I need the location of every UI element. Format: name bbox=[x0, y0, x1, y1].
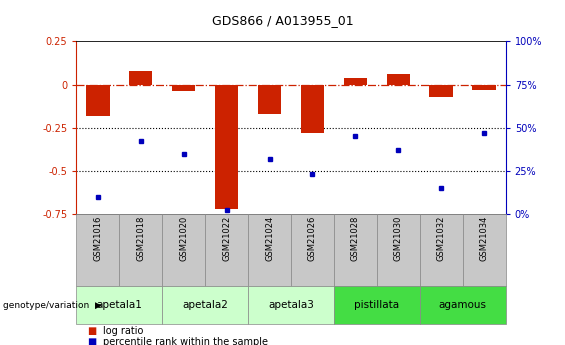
Bar bbox=[377, 214, 420, 286]
Bar bbox=[86, 85, 110, 116]
Bar bbox=[162, 214, 205, 286]
Text: ■: ■ bbox=[88, 337, 97, 345]
Bar bbox=[334, 214, 377, 286]
Text: GSM21018: GSM21018 bbox=[136, 216, 145, 262]
Text: apetala3: apetala3 bbox=[268, 300, 314, 310]
Text: percentile rank within the sample: percentile rank within the sample bbox=[103, 337, 268, 345]
Bar bbox=[463, 214, 506, 286]
Text: GSM21034: GSM21034 bbox=[480, 216, 489, 262]
Text: GSM21022: GSM21022 bbox=[222, 216, 231, 261]
Bar bbox=[420, 214, 463, 286]
Bar bbox=[248, 214, 291, 286]
Bar bbox=[76, 214, 119, 286]
Bar bbox=[119, 214, 162, 286]
Bar bbox=[420, 286, 506, 324]
Text: GSM21024: GSM21024 bbox=[265, 216, 274, 261]
Text: GSM21016: GSM21016 bbox=[93, 216, 102, 262]
Bar bbox=[215, 85, 238, 209]
Bar bbox=[172, 85, 195, 91]
Bar bbox=[162, 286, 248, 324]
Text: log ratio: log ratio bbox=[103, 326, 144, 335]
Text: GDS866 / A013955_01: GDS866 / A013955_01 bbox=[212, 14, 353, 27]
Bar bbox=[291, 214, 334, 286]
Text: genotype/variation  ▶: genotype/variation ▶ bbox=[3, 301, 102, 310]
Bar bbox=[472, 85, 496, 90]
Bar bbox=[129, 71, 153, 85]
Text: GSM21030: GSM21030 bbox=[394, 216, 403, 262]
Bar bbox=[386, 74, 410, 85]
Text: GSM21020: GSM21020 bbox=[179, 216, 188, 261]
Text: GSM21028: GSM21028 bbox=[351, 216, 360, 262]
Bar bbox=[76, 286, 162, 324]
Bar bbox=[258, 85, 281, 114]
Text: agamous: agamous bbox=[439, 300, 486, 310]
Bar bbox=[301, 85, 324, 133]
Text: ■: ■ bbox=[88, 326, 97, 335]
Text: apetala2: apetala2 bbox=[182, 300, 228, 310]
Bar bbox=[205, 214, 248, 286]
Text: apetala1: apetala1 bbox=[96, 300, 142, 310]
Bar bbox=[334, 286, 420, 324]
Bar bbox=[344, 78, 367, 85]
Bar bbox=[429, 85, 453, 97]
Text: GSM21026: GSM21026 bbox=[308, 216, 317, 262]
Text: pistillata: pistillata bbox=[354, 300, 399, 310]
Text: GSM21032: GSM21032 bbox=[437, 216, 446, 262]
Bar bbox=[248, 286, 334, 324]
